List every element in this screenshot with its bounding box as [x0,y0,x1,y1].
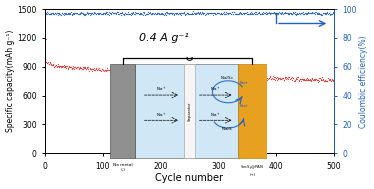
Text: $\rm Se_xS_y@PAN$
(+): $\rm Se_xS_y@PAN$ (+) [240,163,264,177]
Bar [110,64,135,158]
Text: $\rm Na^+$: $\rm Na^+$ [156,86,166,93]
Text: $\rm Na^+$: $\rm Na^+$ [211,86,221,93]
Text: Na metal
(-): Na metal (-) [113,163,133,172]
X-axis label: Cycle number: Cycle number [156,174,223,184]
Text: $\rm Na^+$: $\rm Na^+$ [156,111,166,119]
Text: $\rm Na^+$: $\rm Na^+$ [211,111,221,119]
Text: Fast: Fast [240,81,248,85]
Text: 0.4 A g⁻¹: 0.4 A g⁻¹ [138,33,188,43]
Bar [237,64,267,158]
Text: Fast: Fast [240,104,248,108]
Text: $\rm Na_2S$: $\rm Na_2S$ [221,125,233,133]
Bar [135,64,237,158]
Text: $\rm Na_2S_x$: $\rm Na_2S_x$ [220,74,234,82]
Bar [184,64,195,158]
Text: Separator: Separator [188,102,191,121]
Y-axis label: Specific capacity(mAh g⁻¹): Specific capacity(mAh g⁻¹) [6,30,15,132]
Y-axis label: Coulombic efficiency(%): Coulombic efficiency(%) [359,35,368,128]
